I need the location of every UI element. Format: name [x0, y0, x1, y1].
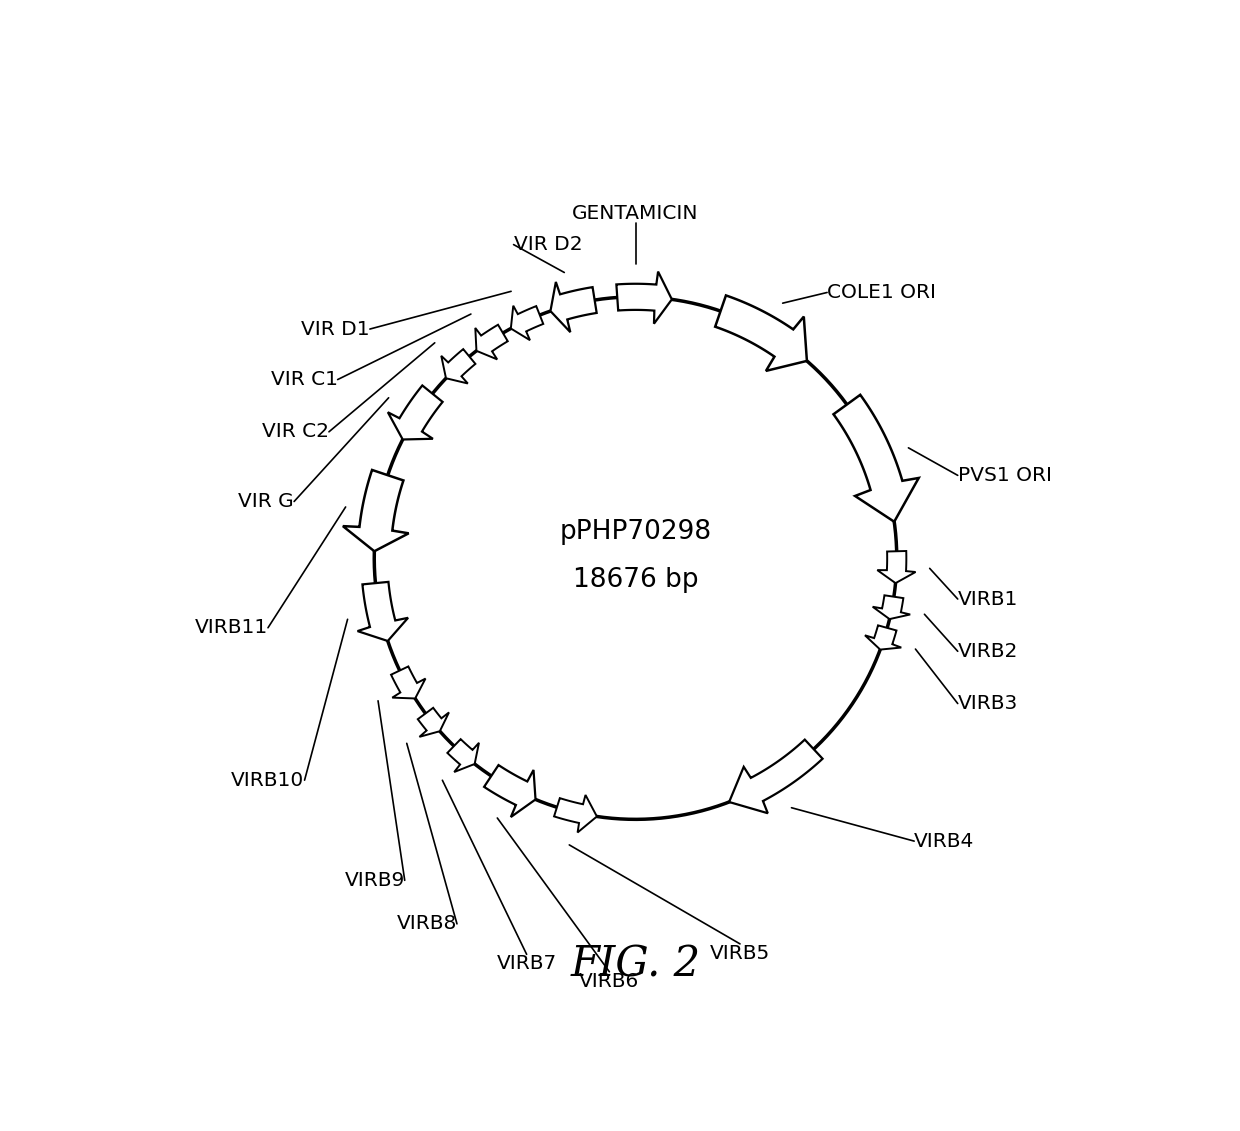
Polygon shape	[878, 551, 915, 584]
Polygon shape	[729, 740, 822, 813]
Polygon shape	[448, 740, 479, 772]
Text: VIR D2: VIR D2	[513, 235, 583, 254]
Text: VIRB10: VIRB10	[232, 770, 305, 789]
Polygon shape	[715, 295, 807, 371]
Text: VIRB9: VIRB9	[345, 871, 404, 890]
Text: VIRB11: VIRB11	[195, 619, 268, 637]
Text: VIR C1: VIR C1	[270, 370, 337, 389]
Text: VIR C2: VIR C2	[262, 422, 329, 441]
Polygon shape	[866, 625, 901, 649]
Text: VIRB6: VIRB6	[579, 972, 640, 991]
Polygon shape	[418, 708, 449, 736]
Polygon shape	[554, 795, 596, 832]
Polygon shape	[511, 305, 543, 340]
Text: COLE1 ORI: COLE1 ORI	[827, 283, 936, 302]
Polygon shape	[551, 282, 596, 333]
Text: 18676 bp: 18676 bp	[573, 567, 698, 593]
Text: PVS1 ORI: PVS1 ORI	[957, 466, 1052, 485]
Text: VIRB3: VIRB3	[957, 694, 1018, 713]
Text: GENTAMICIN: GENTAMICIN	[572, 204, 699, 223]
Text: VIRB2: VIRB2	[957, 641, 1018, 661]
Polygon shape	[343, 470, 409, 551]
Polygon shape	[833, 395, 919, 521]
Text: VIRB7: VIRB7	[496, 955, 557, 974]
Text: pPHP70298: pPHP70298	[559, 519, 712, 545]
Polygon shape	[616, 271, 672, 323]
Polygon shape	[484, 765, 536, 817]
Text: VIRB8: VIRB8	[397, 914, 458, 933]
Polygon shape	[475, 325, 507, 360]
Text: FIG. 2: FIG. 2	[570, 943, 701, 986]
Polygon shape	[873, 595, 910, 619]
Polygon shape	[391, 666, 425, 699]
Polygon shape	[357, 581, 408, 641]
Text: VIR G: VIR G	[238, 492, 294, 511]
Text: VIRB5: VIRB5	[709, 944, 770, 962]
Polygon shape	[388, 386, 443, 440]
Text: VIRB1: VIRB1	[957, 589, 1018, 608]
Polygon shape	[441, 349, 475, 383]
Text: VIR D1: VIR D1	[301, 320, 370, 338]
Text: VIRB4: VIRB4	[914, 831, 975, 851]
